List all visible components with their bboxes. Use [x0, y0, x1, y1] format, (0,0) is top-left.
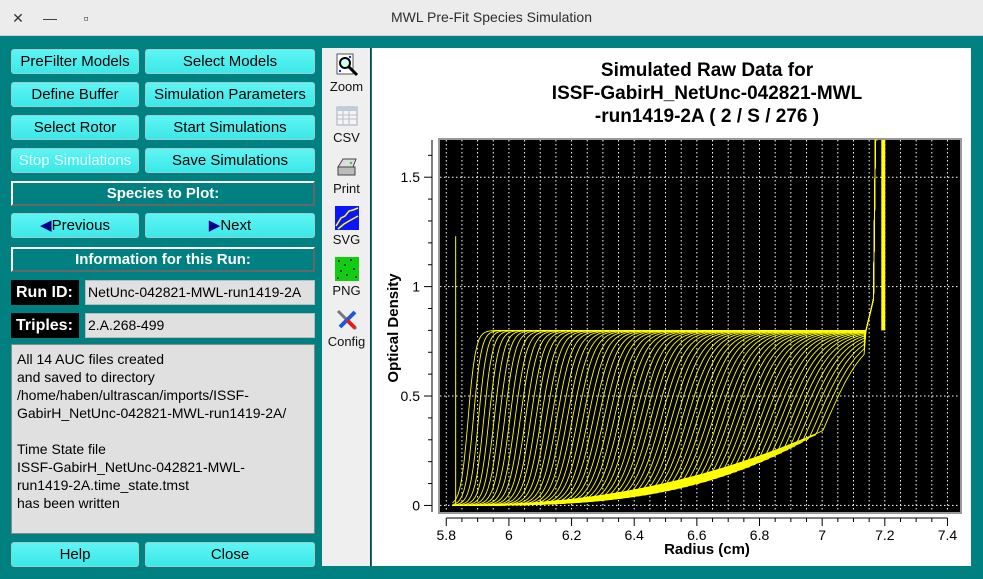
print-label: Print [333, 181, 360, 196]
window-title: MWL Pre-Fit Species Simulation [391, 9, 592, 25]
zoom-label: Zoom [329, 79, 364, 94]
status-textbox[interactable]: All 14 AUC files created and saved to di… [11, 344, 315, 534]
y-axis-label: Optical Density [385, 273, 402, 383]
previous-label: Previous [51, 217, 110, 234]
x-tick-label: 7.2 [875, 527, 895, 543]
simulation-parameters-button[interactable]: Simulation Parameters [145, 82, 315, 107]
x-tick-label: 7.4 [938, 527, 958, 543]
x-axis-label: Radius (cm) [664, 541, 750, 558]
print-tool[interactable]: Print [322, 155, 371, 196]
save-simulations-button[interactable]: Save Simulations [145, 148, 315, 173]
stop-simulations-button: Stop Simulations [11, 148, 139, 173]
title-bar: ✕ — ▫ MWL Pre-Fit Species Simulation [0, 0, 983, 36]
scan-curve [452, 139, 878, 506]
config-icon [336, 309, 357, 331]
triples-label: Triples: [11, 313, 79, 338]
prefilter-models-button[interactable]: PreFilter Models [11, 49, 139, 74]
zoom-icon [336, 53, 358, 77]
x-tick-label: 6.4 [624, 527, 644, 543]
x-tick-label: 7 [818, 527, 826, 543]
left-arrow-icon: ◀ [40, 217, 52, 234]
next-button[interactable]: ▶Next [145, 213, 315, 238]
chart-title-line-1: Simulated Raw Data for [601, 60, 814, 81]
csv-label: CSV [333, 130, 360, 145]
select-models-button[interactable]: Select Models [145, 49, 315, 74]
x-tick-label: 6 [505, 527, 513, 543]
config-label: Config [327, 334, 366, 349]
define-buffer-button[interactable]: Define Buffer [11, 82, 139, 107]
x-tick-label: 6.8 [750, 527, 770, 543]
right-arrow-icon: ▶ [208, 217, 221, 234]
y-tick-label: 1 [412, 279, 420, 295]
maximize-icon[interactable]: ▫ [83, 10, 89, 26]
chart-title-line-2: ISSF-GabirH_NetUnc-042821-MWL [552, 83, 863, 104]
simulated-data-chart[interactable]: Simulated Raw Data for ISSF-GabirH_NetUn… [372, 48, 971, 566]
config-tool[interactable]: Config [322, 308, 371, 349]
run-info-label: Information for this Run: [11, 247, 315, 272]
png-label: PNG [332, 283, 361, 298]
svg-icon [334, 206, 359, 230]
run-id-field[interactable]: NetUnc-042821-MWL-run1419-2A [85, 280, 315, 305]
y-tick-label: 0.5 [401, 388, 421, 404]
close-button[interactable]: Close [145, 542, 315, 567]
species-to-plot-label: Species to Plot: [11, 181, 315, 206]
plot-panel: Simulated Raw Data for ISSF-GabirH_NetUn… [372, 48, 971, 566]
run-id-label: Run ID: [11, 280, 79, 305]
minimize-icon[interactable]: — [43, 10, 57, 26]
png-icon [334, 257, 359, 281]
start-simulations-button[interactable]: Start Simulations [145, 115, 315, 140]
csv-icon [336, 106, 357, 126]
x-tick-label: 6.2 [562, 527, 582, 543]
y-tick-label: 1.5 [401, 169, 421, 185]
run-id-value: NetUnc-042821-MWL-run1419-2A [88, 284, 302, 300]
x-tick-label: 5.8 [437, 527, 457, 543]
help-button[interactable]: Help [11, 542, 139, 567]
csv-tool[interactable]: CSV [322, 104, 371, 145]
zoom-tool[interactable]: Zoom [322, 53, 371, 94]
y-tick-label: 0 [412, 497, 420, 513]
x-tick-label: 6.6 [687, 527, 707, 543]
next-label: Next [220, 217, 252, 234]
plot-toolbar: Zoom CSV Print SVG PNG Config [322, 48, 371, 566]
close-window-icon[interactable]: ✕ [12, 10, 24, 26]
print-icon [336, 158, 357, 176]
svg-label: SVG [332, 232, 361, 247]
png-tool[interactable]: PNG [322, 257, 371, 298]
triples-field[interactable]: 2.A.268-499 [85, 313, 315, 338]
select-rotor-button[interactable]: Select Rotor [11, 115, 139, 140]
chart-title-line-3: -run1419-2A ( 2 / S / 276 ) [595, 106, 819, 127]
svg-tool[interactable]: SVG [322, 206, 371, 247]
previous-button[interactable]: ◀Previous [11, 213, 139, 238]
